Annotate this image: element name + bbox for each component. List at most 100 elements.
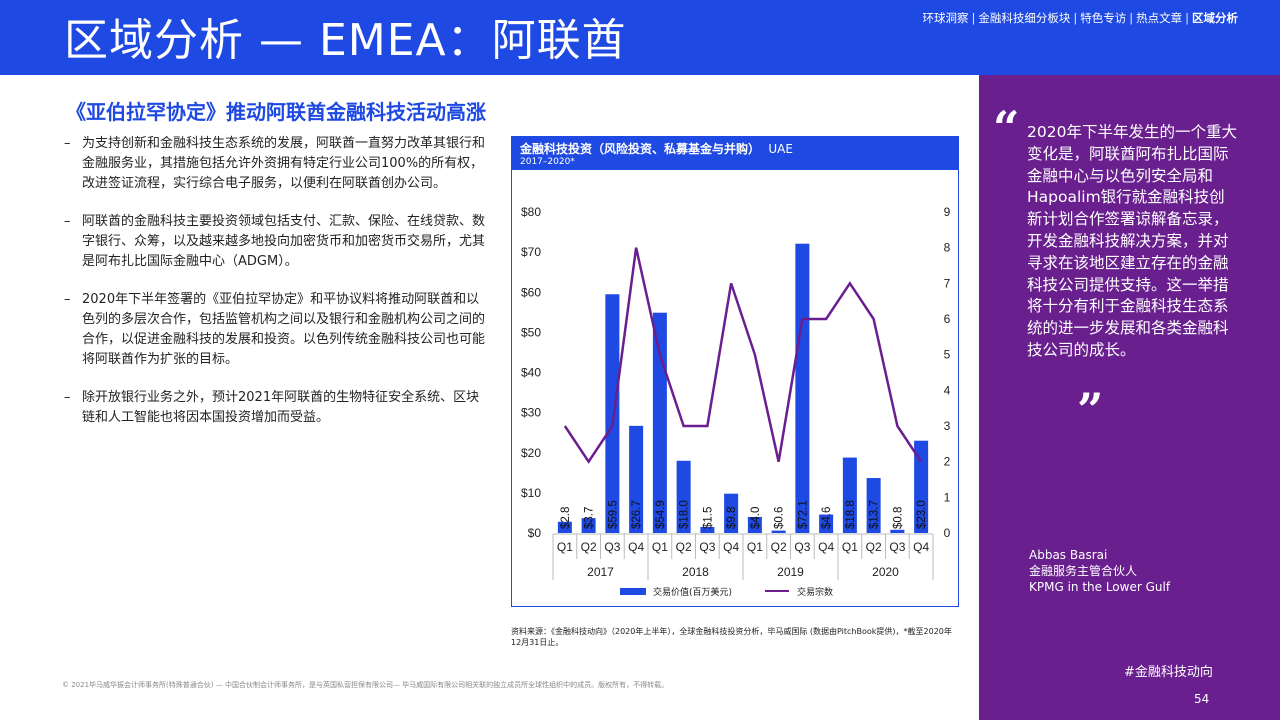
x-tick-label: Q4 [723,540,739,554]
bullet-item: – 除开放银行业务之外，预计2021年阿联酋的生物特征安全系统、区块链和人工智能也… [64,390,480,425]
x-tick-label: Q1 [842,540,858,554]
x-year-label: 2017 [587,565,614,579]
chart-header: 金融科技投资（风险投资、私募基金与并购） UAE 2017–2020* [512,137,958,170]
bar-data-label: $54.9 [655,500,667,529]
bar-data-label: $3.7 [584,507,596,529]
legend-bar-label: 交易价值(百万美元) [653,586,732,598]
bar-data-label: $26.7 [631,500,643,529]
y-left-tick-label: $0 [528,526,542,540]
bullet-item: – 阿联酋的金融科技主要投资领域包括支付、汇款、保险、在线贷款、数字银行、众筹，以… [64,214,486,269]
nav-interviews[interactable]: 特色专访 [1080,11,1127,25]
bar-data-label: $23.0 [916,500,928,529]
bar-data-label: $18.8 [845,500,857,529]
author-org: KPMG in the Lower Gulf [1029,580,1171,594]
author-name: Abbas Basrai [1029,548,1108,562]
bar [557,521,572,533]
bar-data-label: $13.7 [869,500,881,529]
y-right-tick-label: 0 [944,526,951,540]
nav-regional-analysis[interactable]: 区域分析 [1192,11,1238,25]
y-left-tick-label: $40 [521,366,541,380]
chart-panel: 金融科技投资（风险投资、私募基金与并购） UAE 2017–2020* $0 $1… [511,136,959,607]
x-tick-label: Q2 [676,540,692,554]
y-right-tick-label: 2 [944,455,951,469]
bar [866,478,881,533]
bullet-item: – 为支持创新和金融科技生态系统的发展，阿联酋一直努力改革其银行和金融服务业，其措… [64,136,486,191]
page-title: 区域分析 — EMEA：阿联酋 [64,15,627,66]
x-tick-label: Q3 [889,540,905,554]
bar [914,440,929,533]
x-tick-label: Q1 [747,540,763,554]
x-year-label: 2018 [682,565,709,579]
bar [605,294,620,533]
y-right-tick-label: 1 [944,490,951,504]
header-bar: 区域分析 — EMEA：阿联酋 环球洞察 | 金融科技细分板块 | 特色专访 | 热点文章 |… [0,0,1280,75]
x-tick-label: Q3 [699,540,715,554]
bullet-list: – 为支持创新和金融科技生态系统的发展，阿联酋一直努力改革其银行和金融服务业，其措… [64,134,492,446]
legend-line-label: 交易宗数 [797,586,833,598]
chart-title: 金融科技投资（风险投资、私募基金与并购） UAE [520,142,793,156]
bar-data-label: $0.8 [892,507,904,529]
hashtag: #金融科技动向 [1124,665,1213,680]
bar [652,312,667,533]
page-number: 54 [1194,692,1210,706]
y-left-tick-label: $30 [521,406,541,420]
bar-data-label: $18.0 [679,500,691,529]
bullet-text: 阿联酋的金融科技主要投资领域包括支付、汇款、保险、在线贷款、数字银行、众筹，以及… [82,214,486,269]
source-note: 资料来源：《金融科技动向》（2020年上半年），全球金融科技投资分析，毕马威国际… [511,627,952,647]
bar [724,493,739,533]
y-right-tick-label: 8 [944,241,951,255]
investment-chart: $0 $10 $20 $30 $40 $50 $60 $70 $80 0 1 2 3 4 5 6 7 8 9 $2.8… [521,205,951,598]
bar [819,514,834,533]
bar [700,526,715,533]
x-tick-label: Q1 [557,540,573,554]
top-navigation: 环球洞察 | 金融科技细分板块 | 特色专访 | 热点文章 | 区域分析 [922,11,1239,25]
x-tick-label: Q2 [771,540,787,554]
x-year-label: 2019 [777,565,804,579]
deal-count-line [563,247,923,464]
copyright-footer: © 2021毕马威华振会计师事务所(特殊普通合伙) — 中国合伙制会计师事务所，… [62,681,669,689]
y-right-tick-label: 5 [944,348,951,362]
section-subtitle: 《亚伯拉罕协定》推动阿联酋金融科技活动高涨 [66,100,486,124]
quote-text: 2020年下半年发生的一个重大变化是，阿联酋阿布扎比国际金融中心与以色列安全局和… [1027,123,1237,359]
bar-data-label: $9.8 [726,507,738,529]
x-tick-label: Q1 [652,540,668,554]
bullet-text: 除开放银行业务之外，预计2021年阿联酋的生物特征安全系统、区块链和人工智能也将… [82,390,480,425]
quote-author: Abbas Basrai 金融服务主管合伙人 KPMG in the Lower… [1029,547,1170,595]
bar [629,425,644,533]
legend-bar-swatch [620,588,646,595]
bar [676,460,691,533]
nav-global-insights[interactable]: 环球洞察 [922,11,969,25]
y-right-tick-label: 4 [944,383,951,397]
x-tick-label: Q4 [628,540,644,554]
bullet-text: 为支持创新和金融科技生态系统的发展，阿联酋一直努力改革其银行和金融服务业，其措施… [82,136,486,191]
author-title: 金融服务主管合伙人 [1029,564,1138,578]
x-tick-label: Q3 [794,540,810,554]
bar [581,518,596,533]
bar-data-label: $72.1 [797,500,809,529]
quote-panel: “ 2020年下半年发生的一个重大变化是，阿联酋阿布扎比国际金融中心与以色列安全… [979,75,1280,720]
nav-articles[interactable]: 热点文章 [1136,11,1183,25]
y-right-tick-label: 3 [944,419,951,433]
bar-data-label: $0.6 [774,507,786,529]
x-tick-label: Q2 [866,540,882,554]
bar-data-label: $59.5 [607,500,619,529]
x-tick-label: Q4 [818,540,834,554]
x-tick-label: Q2 [581,540,597,554]
bar-data-label: $2.8 [560,507,572,529]
nav-segments[interactable]: 金融科技细分板块 [978,11,1071,25]
y-left-tick-label: $20 [521,446,541,460]
y-left-tick-label: $10 [521,486,541,500]
y-left-tick-label: $60 [521,285,541,299]
bar-data-label: $4.0 [750,507,762,529]
y-right-tick-label: 6 [944,312,951,326]
x-tick-label: Q4 [913,540,929,554]
bar [795,243,810,533]
chart-period: 2017–2020* [520,157,575,167]
y-right-tick-label: 9 [944,205,951,219]
bar [771,530,786,533]
bar-data-label: $4.6 [821,507,833,529]
bullet-item: –2020年下半年签署的《亚伯拉罕协定》和平协议料将推动阿联酋和以色列的多层次合… [64,292,486,367]
x-year-label: 2020 [872,565,899,579]
bar [747,516,762,533]
bar [842,457,857,533]
